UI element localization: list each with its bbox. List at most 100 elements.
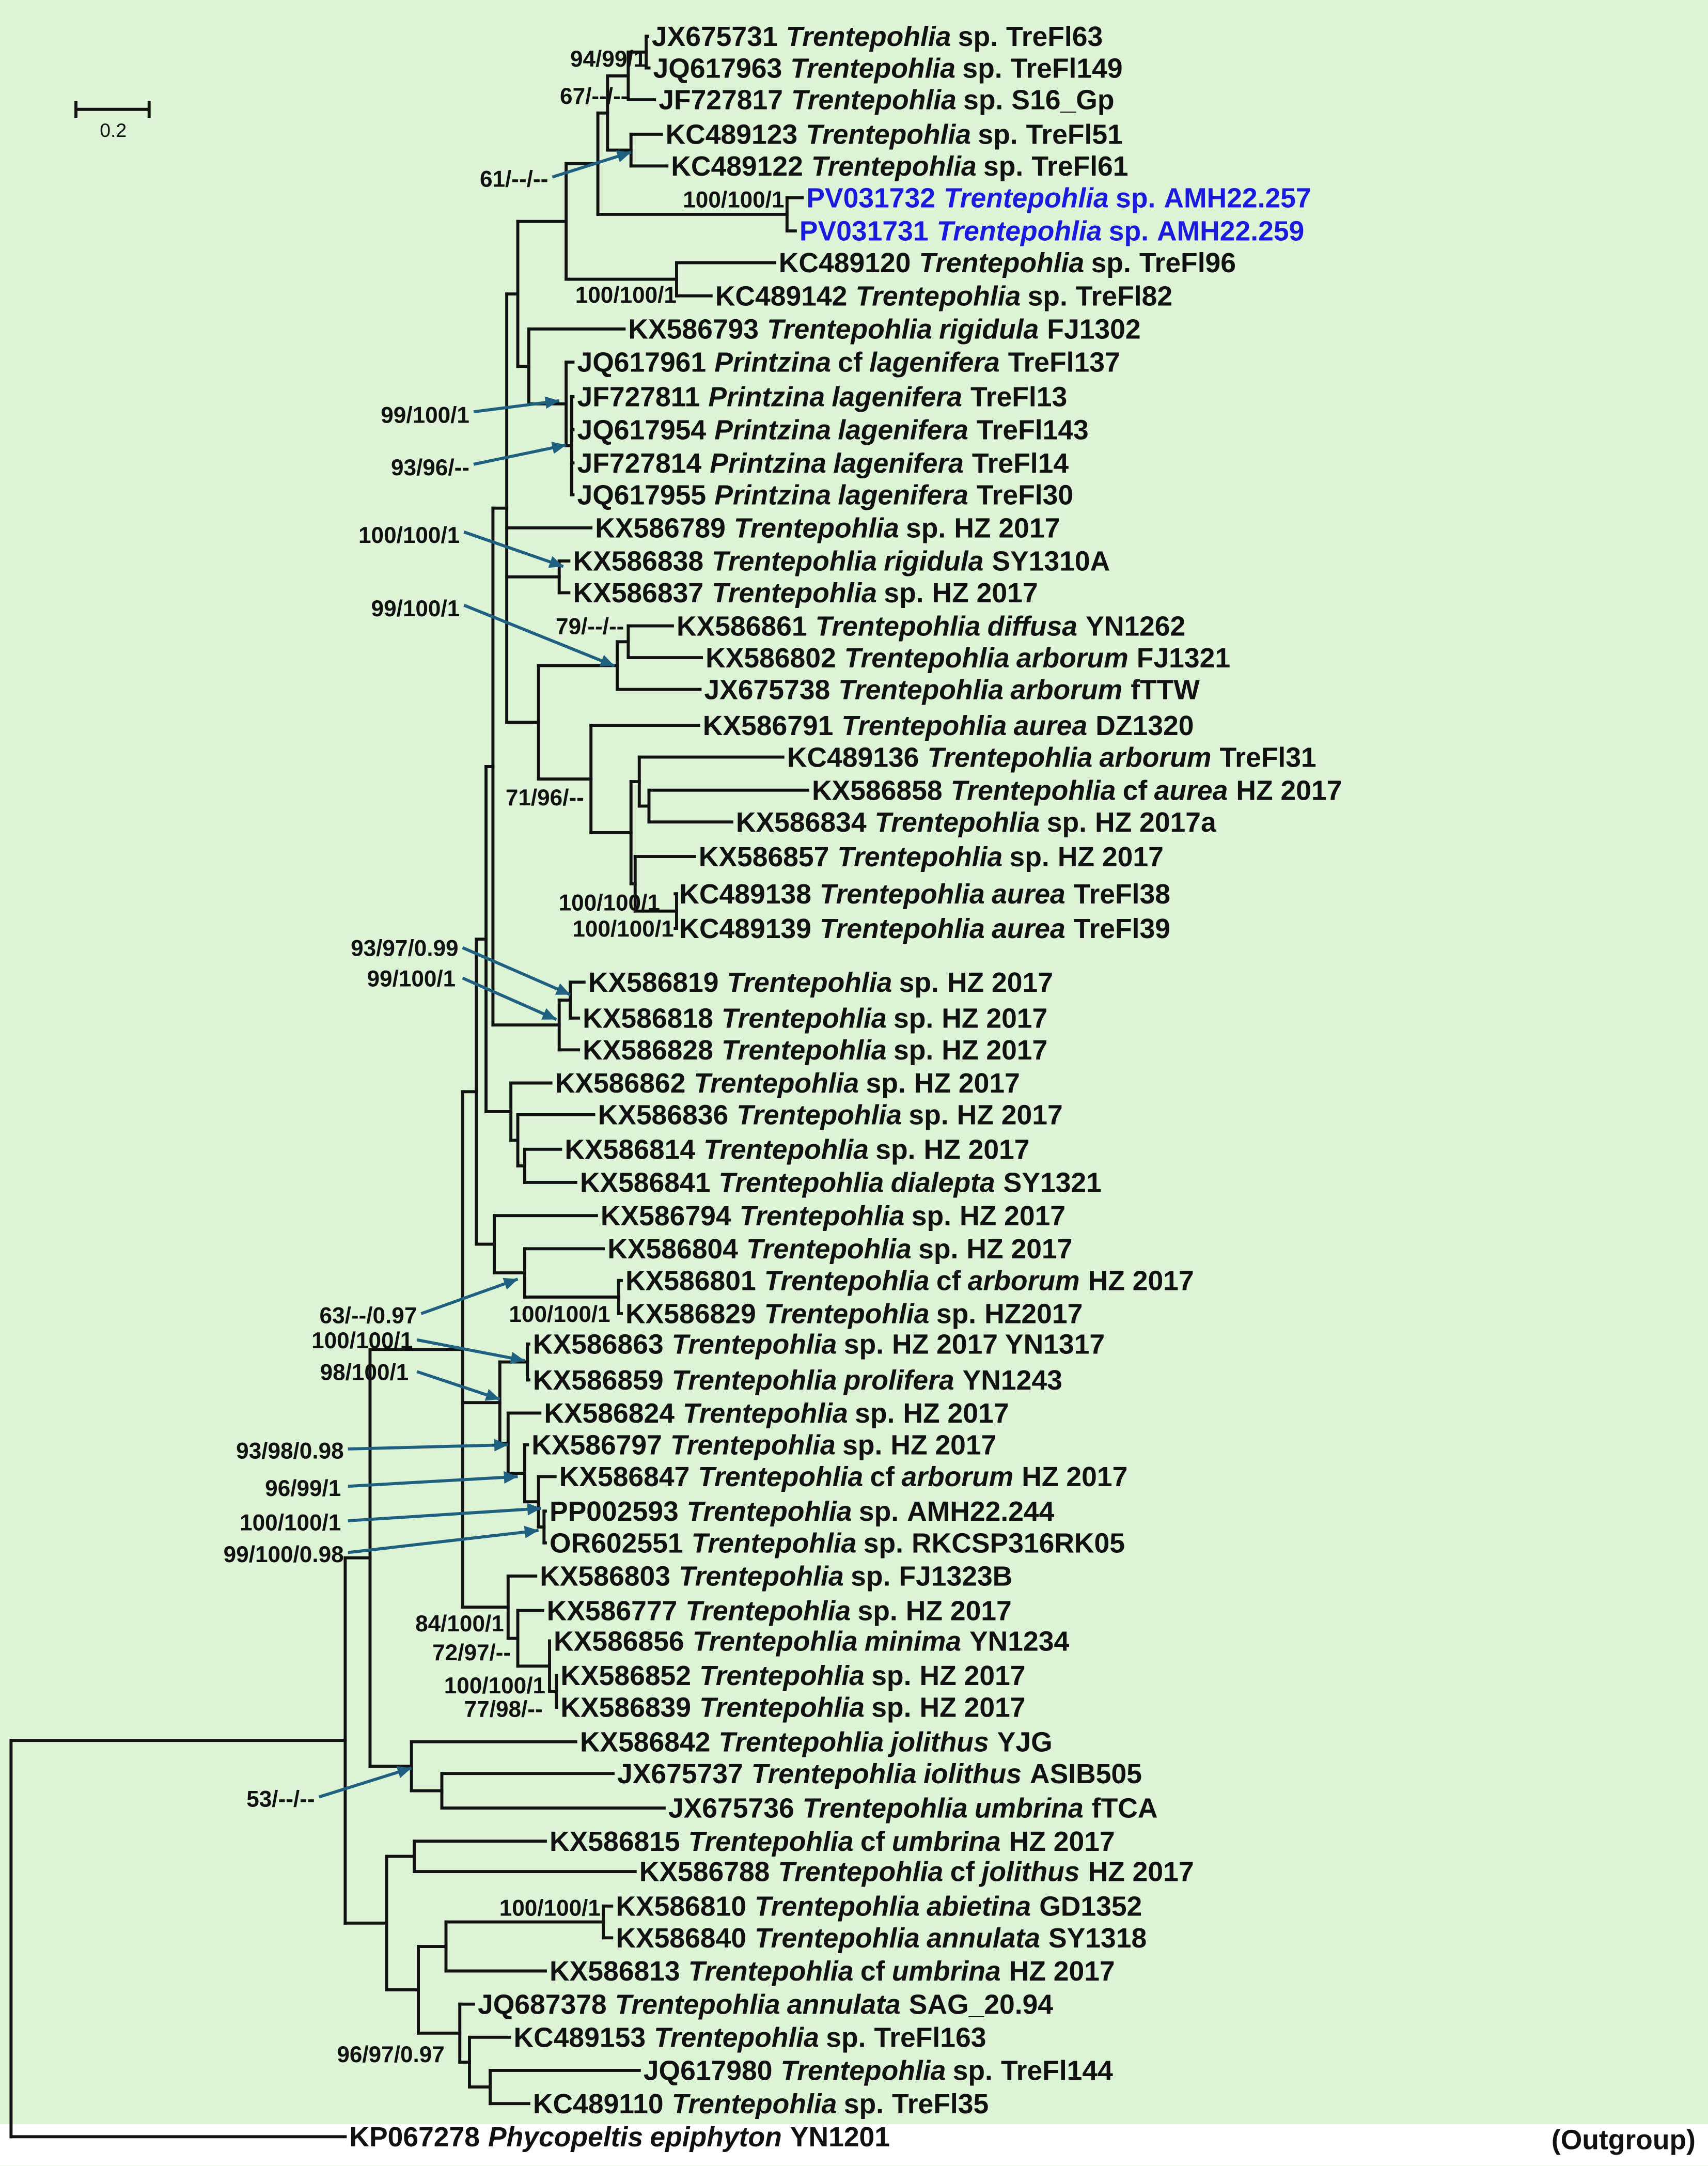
epithet: arborum [1010, 675, 1122, 705]
epithet: jolithus [978, 1857, 1079, 1888]
genus: Trentepohlia [718, 1727, 884, 1757]
support-value: 98/100/1 [320, 1360, 409, 1385]
tip-label: KX586789 Trentepohlia sp. HZ 2017 [595, 513, 1060, 544]
tip-label: JQ617955 Printzina lagenifera TreFl30 [577, 480, 1073, 510]
strain: HZ 2017 [1236, 775, 1342, 806]
tip-label: KX586814 Trentepohlia sp. HZ 2017 [565, 1135, 1029, 1165]
rank: sp. [983, 151, 1023, 182]
genus: Trentepohlia [820, 914, 985, 944]
genus: Trentepohlia [811, 151, 977, 182]
tip-label: KX586842 Trentepohlia jolithus YJG [580, 1727, 1053, 1757]
rank: sp. [1028, 281, 1068, 311]
arrow-line [348, 1529, 539, 1554]
epithet: rigidula [939, 315, 1039, 345]
arrow-line [473, 399, 560, 414]
epithet: epiphyton [650, 2122, 781, 2153]
strain: HZ 2017 [919, 1693, 1025, 1723]
accession: KX586828 [583, 1035, 713, 1066]
rank: sp. [866, 1068, 906, 1099]
epithet: minima [865, 1626, 961, 1657]
genus: Trentepohlia [734, 513, 899, 544]
arrow-line [462, 976, 557, 1021]
arrow-line [420, 1277, 519, 1315]
rank: sp. [884, 578, 923, 609]
rank: sp. [864, 1528, 903, 1559]
accession: KX586857 [699, 842, 829, 872]
accession: KX586836 [598, 1100, 729, 1131]
support-value: 99/100/1 [371, 596, 460, 621]
strain: TreFl144 [1001, 2056, 1113, 2086]
epithet: diffusa [988, 611, 1077, 642]
support-value: 99/100/0.98 [224, 1542, 344, 1567]
epithet: umbrina [975, 1794, 1084, 1824]
support-value: 100/100/1 [509, 1302, 610, 1327]
genus: Trentepohlia [951, 775, 1116, 806]
genus: Trentepohlia [712, 578, 877, 609]
tip-label: KC489123 Trentepohlia sp. TreFl51 [666, 120, 1123, 150]
accession: KX586859 [533, 1365, 664, 1396]
tip-label: KP067278 Phycopeltis epiphyton YN1201 [349, 2122, 890, 2153]
genus: Trentepohlia [844, 643, 1010, 674]
tip-label: KX586863 Trentepohlia sp. HZ 2017 YN1317 [533, 1329, 1105, 1360]
accession: KX586847 [559, 1462, 690, 1492]
tip-label: KC489122 Trentepohlia sp. TreFl61 [671, 151, 1128, 182]
strain: SY1310A [992, 547, 1110, 577]
genus: Trentepohlia [855, 281, 1021, 311]
genus: Trentepohlia [654, 2023, 819, 2053]
arrow-line [348, 1506, 542, 1522]
support-arrows [318, 150, 632, 1799]
accession: JF727817 [659, 85, 783, 116]
rank: sp. [908, 1100, 948, 1131]
genus: Trentepohlia [615, 1989, 780, 2020]
strain: DZ1320 [1095, 711, 1194, 741]
strain: HZ 2017 [942, 1035, 1047, 1066]
tip-label: KC489153 Trentepohlia sp. TreFl163 [514, 2023, 986, 2053]
accession: JQ617954 [577, 415, 706, 446]
accession: KX586813 [550, 1956, 680, 1987]
genus: Trentepohlia [791, 85, 957, 116]
genus: Trentepohlia [919, 248, 1084, 278]
epithet: iolithus [923, 1759, 1022, 1789]
accession: JQ617961 [577, 348, 706, 378]
tip-label: KX586834 Trentepohlia sp. HZ 2017a [736, 807, 1217, 838]
epithet: arborum [968, 1266, 1080, 1297]
tip-label: JQ617961 Printzina cf lagenifera TreFl137 [577, 348, 1120, 378]
accession: KX586856 [554, 1626, 684, 1657]
support-value: 100/100/1 [240, 1510, 341, 1536]
epithet: aurea [1154, 775, 1228, 806]
support-value: 53/--/-- [246, 1786, 315, 1812]
rank: sp. [1109, 216, 1149, 247]
accession: KX586852 [560, 1661, 691, 1691]
rank: sp. [844, 1329, 884, 1360]
tip-label: KX586836 Trentepohlia sp. HZ 2017 [598, 1100, 1063, 1131]
genus: Trentepohlia [767, 315, 932, 345]
tip-label: KC489136 Trentepohlia arborum TreFl31 [787, 742, 1317, 773]
epithet: aurea [992, 914, 1065, 944]
tip-label: KC489138 Trentepohlia aurea TreFl38 [679, 879, 1170, 910]
rank: cf [870, 1462, 895, 1492]
scale-bar: 0.2 [74, 101, 151, 141]
genus: Trentepohlia [927, 742, 1092, 773]
accession: KX586794 [601, 1201, 731, 1232]
support-value: 100/100/1 [559, 890, 660, 915]
arrow-line [462, 946, 571, 996]
strain: HZ 2017 [932, 578, 1038, 609]
accession: KX586824 [544, 1398, 675, 1429]
genus: Printzina [714, 480, 831, 510]
accession: KC489123 [666, 120, 798, 150]
tip-label: KX586858 Trentepohlia cf aurea HZ 2017 [812, 775, 1342, 806]
tip-label: JQ687378 Trentepohlia annulata SAG_20.94 [478, 1989, 1053, 2020]
genus: Trentepohlia [816, 611, 981, 642]
accession: KX586789 [595, 513, 726, 544]
accession: KC489122 [671, 151, 803, 182]
epithet: lagenifera [832, 382, 962, 413]
support-value: 100/100/1 [311, 1328, 413, 1353]
tip-label: KX586813 Trentepohlia cf umbrina HZ 2017 [550, 1956, 1115, 1987]
tip-label: KX586840 Trentepohlia annulata SY1318 [616, 1923, 1147, 1954]
support-value: 93/96/-- [391, 455, 469, 480]
arrowhead-icon [396, 1766, 412, 1778]
strain: HZ 2017 [942, 1004, 1047, 1034]
epithet: arborum [1100, 742, 1212, 773]
accession: JX675736 [668, 1794, 794, 1824]
